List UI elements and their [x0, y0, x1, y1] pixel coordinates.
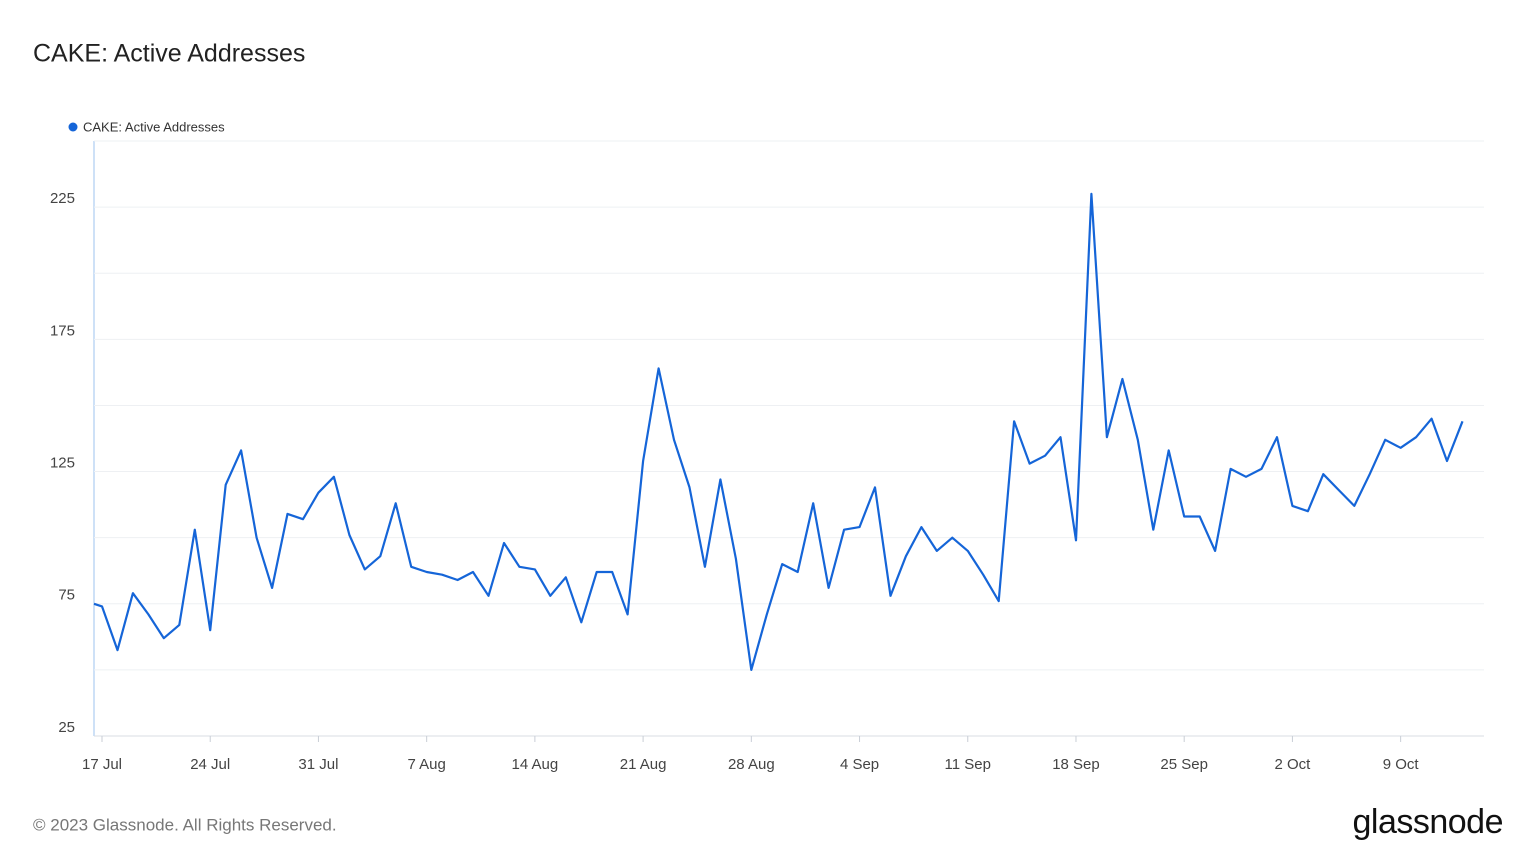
y-tick-label: 75 — [58, 587, 75, 604]
x-tick-label: 25 Sep — [1160, 756, 1208, 773]
legend-label: CAKE: Active Addresses — [83, 119, 225, 134]
x-tick-label: 2 Oct — [1274, 756, 1311, 773]
x-tick-label: 11 Sep — [945, 756, 991, 773]
data-line — [93, 192, 1464, 672]
chart-title: CAKE: Active Addresses — [33, 40, 305, 68]
legend-marker — [68, 122, 78, 132]
x-tick-label: 31 Jul — [298, 756, 338, 773]
footer: © 2023 Glassnode. All Rights Reserved. — [33, 815, 337, 834]
brand-logo: glassnode — [1352, 803, 1503, 841]
y-tick-label: 25 — [58, 719, 75, 736]
y-tick-label: 175 — [50, 322, 75, 339]
x-tick-label: 4 Sep — [840, 756, 879, 773]
x-tick-label: 7 Aug — [407, 756, 445, 773]
x-tick-label: 24 Jul — [190, 756, 230, 773]
x-tick-label: 28 Aug — [728, 756, 775, 773]
y-tick-label: 125 — [50, 455, 75, 472]
x-tick-label: 18 Sep — [1052, 756, 1100, 773]
x-tick-label: 21 Aug — [620, 756, 667, 773]
y-tick-label: 225 — [50, 190, 75, 207]
x-tick-label: 9 Oct — [1383, 756, 1420, 773]
x-tick-label: 14 Aug — [512, 756, 559, 773]
x-tick-label: 17 Jul — [82, 756, 122, 773]
